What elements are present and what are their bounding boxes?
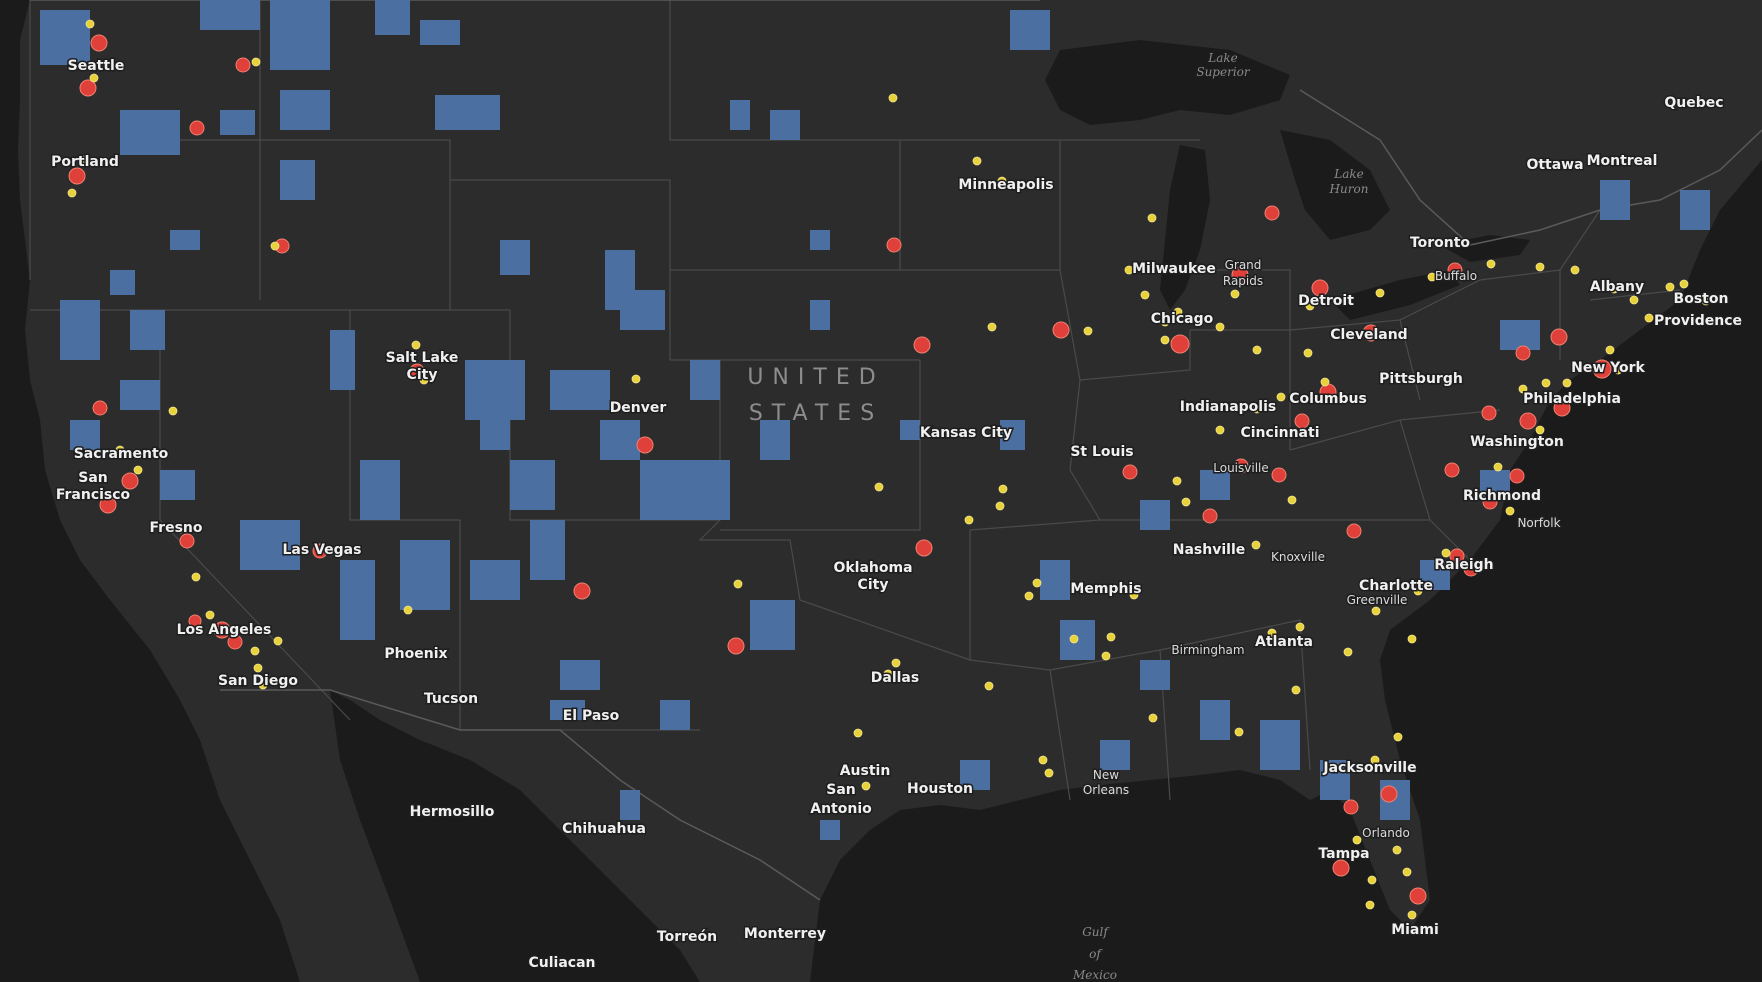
city-label: Seattle — [68, 58, 125, 74]
city-label: Hermosillo — [410, 804, 495, 820]
city-label: Columbus — [1289, 391, 1367, 407]
city-label: Las Vegas — [283, 542, 362, 558]
lake-superior — [1045, 40, 1290, 125]
city-label: Fresno — [150, 520, 203, 536]
city-label: Francisco — [56, 487, 131, 503]
water-labels: Lake Superior Lake Huron Gulf of Mexico — [1072, 51, 1368, 982]
city-label: Rapids — [1223, 274, 1263, 288]
city-label: Memphis — [1070, 581, 1141, 597]
city-label: Jacksonville — [1322, 760, 1416, 776]
city-label: Washington — [1470, 434, 1564, 450]
city-label: Salt Lake — [386, 350, 459, 366]
city-label: Portland — [51, 154, 119, 170]
city-label: Albany — [1590, 279, 1644, 295]
city-label: Indianapolis — [1180, 399, 1276, 415]
svg-text:of: of — [1089, 947, 1103, 961]
city-label: Milwaukee — [1132, 261, 1216, 277]
city-label: Montreal — [1587, 153, 1658, 169]
city-label: Birmingham — [1171, 643, 1244, 657]
city-label: New — [1093, 768, 1119, 782]
lake-ontario — [1440, 235, 1530, 262]
yellow-points — [67, 19, 1711, 920]
lake-erie — [1330, 270, 1460, 320]
svg-text:Mexico: Mexico — [1072, 968, 1117, 982]
city-label: El Paso — [563, 708, 620, 724]
city-label: Orleans — [1083, 783, 1129, 797]
city-labels: Seattle Portland Sacramento San Francisc… — [50, 57, 1744, 973]
city-label: Providence — [1654, 313, 1742, 329]
city-label: Pittsburgh — [1379, 371, 1463, 387]
city-label: Minneapolis — [958, 177, 1053, 193]
svg-text:Gulf: Gulf — [1082, 925, 1110, 939]
city-label: Tampa — [1318, 846, 1369, 862]
city-label: Buffalo — [1435, 269, 1477, 283]
city-label: Raleigh — [1434, 557, 1493, 573]
city-label: Toronto — [1410, 235, 1470, 251]
city-label: Los Angeles — [177, 622, 272, 638]
city-label: San — [826, 782, 856, 798]
city-label: Richmond — [1463, 488, 1541, 504]
city-label: Sacramento — [74, 446, 169, 462]
city-label: Quebec — [1664, 95, 1723, 111]
land-baja — [230, 680, 360, 982]
city-label: Chihuahua — [562, 821, 646, 837]
city-label: City — [858, 577, 889, 593]
city-label: Austin — [840, 763, 891, 779]
city-label: Denver — [610, 400, 667, 416]
svg-text:Lake: Lake — [1207, 51, 1238, 65]
city-label: Charlotte — [1359, 578, 1433, 594]
city-label: Phoenix — [384, 646, 447, 662]
city-label: Monterrey — [744, 926, 826, 942]
city-label: Knoxville — [1271, 550, 1325, 564]
city-label: Louisville — [1213, 461, 1269, 475]
city-label: Atlanta — [1255, 634, 1313, 650]
land-north-america — [18, 0, 1762, 982]
city-label: Grand — [1225, 258, 1262, 272]
city-label: Oklahoma — [833, 560, 912, 576]
svg-text:Huron: Huron — [1329, 182, 1369, 196]
city-label: Houston — [907, 781, 973, 797]
city-label: Torreón — [657, 929, 717, 945]
svg-text:Lake: Lake — [1333, 167, 1364, 181]
city-label: St Louis — [1070, 444, 1133, 460]
city-label: Culiacan — [529, 955, 596, 971]
canada-border — [30, 0, 1762, 246]
country-label-line2: STATES — [749, 401, 883, 426]
lake-michigan — [1160, 145, 1210, 310]
city-label: Norfolk — [1517, 516, 1560, 530]
city-label: Dallas — [871, 670, 919, 686]
country-label-line1: UNITED — [747, 365, 884, 390]
lake-huron — [1280, 130, 1390, 240]
city-label: Kansas City — [920, 425, 1012, 441]
city-label: Tucson — [424, 691, 478, 707]
blue-regions — [40, 0, 1710, 840]
city-label: Detroit — [1298, 293, 1354, 309]
city-label: San Diego — [218, 673, 298, 689]
city-label: Orlando — [1362, 826, 1410, 840]
city-label: Chicago — [1151, 311, 1214, 327]
city-label: Ottawa — [1526, 157, 1583, 173]
red-points — [68, 34, 1612, 905]
mexico-border — [220, 689, 821, 901]
city-label: City — [407, 367, 438, 383]
city-label: Miami — [1391, 922, 1439, 938]
city-label: San — [78, 470, 108, 486]
city-label: Greenville — [1347, 593, 1408, 607]
city-label: Cincinnati — [1240, 425, 1319, 441]
city-label: Cleveland — [1330, 327, 1407, 343]
city-label: Philadelphia — [1523, 391, 1621, 407]
city-label: Antonio — [810, 801, 872, 817]
city-label: Nashville — [1173, 542, 1245, 558]
svg-text:Superior: Superior — [1196, 65, 1251, 79]
state-borders — [29, 0, 1681, 801]
city-label: New York — [1571, 360, 1645, 376]
city-label: Boston — [1674, 291, 1729, 307]
